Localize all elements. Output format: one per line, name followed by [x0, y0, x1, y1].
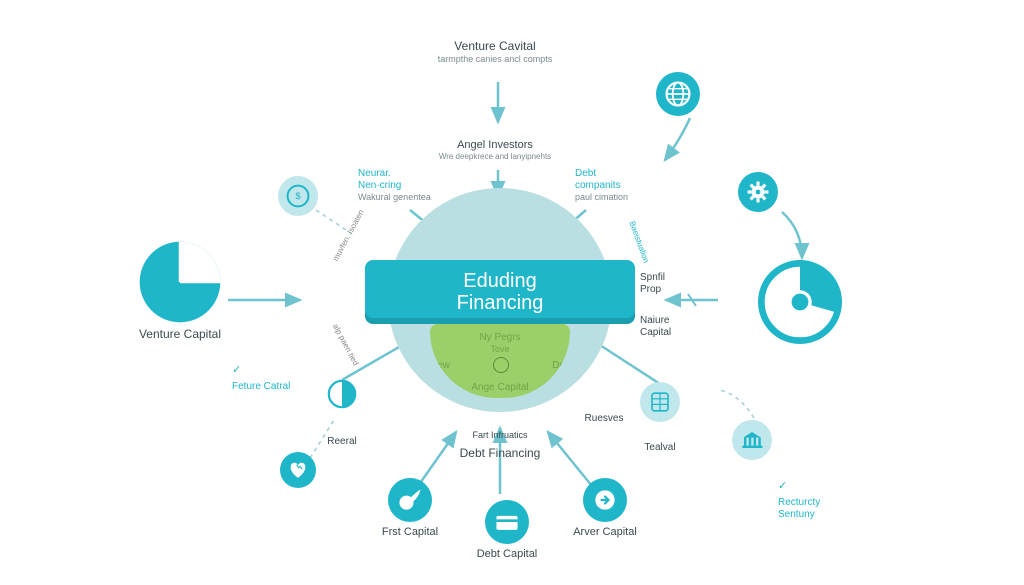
- side-text-right-mid-2: Naiure Capital: [640, 315, 671, 339]
- top-venture-capital-label: Venture Cavital tarmpthe canies ancl com…: [435, 36, 555, 65]
- top-angel-investors-label: Angel Investors Wre deepkrece and lanyip…: [435, 135, 555, 162]
- center-banner: Eduding Financing: [365, 260, 635, 324]
- rot-1-t: alp paen tied: [331, 322, 360, 367]
- node-label: Venture Capital: [120, 328, 240, 341]
- side-text-right-top: Debt companits paul cimation: [575, 168, 628, 203]
- arrow-circle-icon: [583, 478, 627, 522]
- check-icon: ✓: [232, 364, 241, 377]
- side-text-right-mid-1: Spnfil Prop: [640, 272, 665, 296]
- st-rt-2: companits: [575, 180, 628, 192]
- node-pie-large-left: Venture Capital: [120, 240, 240, 341]
- rotated-text-1: alp paen tied: [331, 322, 360, 367]
- side-text-right-anno: Baeistualion: [627, 220, 651, 264]
- st-rt-1: Debt: [575, 168, 628, 180]
- st-rm1-2: Prop: [640, 284, 665, 296]
- halfmoon-icon: [320, 372, 364, 416]
- st-lt-3: Wakural genentea: [358, 192, 431, 203]
- st-lt-2: Nen·cring: [358, 180, 431, 192]
- center-title-1: Eduding: [463, 270, 536, 292]
- node-gear: [698, 172, 818, 212]
- center-title-2: Financing: [457, 292, 544, 314]
- node-coin-small: $: [238, 176, 358, 216]
- node-label: Debt Capital: [447, 548, 567, 560]
- gear-icon: [738, 172, 778, 212]
- leaf-icon: [388, 478, 432, 522]
- angel-subtitle: Wre deepkrece and lanyipnehts: [435, 153, 555, 162]
- node-donut-large: [740, 260, 860, 344]
- st-rt-3: paul cimation: [575, 192, 628, 203]
- check-note-right: ✓ Recturcty Sentuny: [778, 480, 848, 521]
- vc-title: Venture Cavital: [435, 40, 555, 53]
- node-arver-capital: Arver Capital: [545, 478, 665, 538]
- fart-text: Fart Infruatics: [430, 430, 570, 440]
- bottom-label-debt-financing: Debt Financing: [420, 446, 580, 460]
- vc-subtitle: tarmpthe canies ancl compts: [435, 55, 555, 65]
- bank-icon: [732, 420, 772, 460]
- globe-icon: [656, 72, 700, 116]
- heart-icon: [280, 452, 316, 488]
- st-lt-1: Neurar.: [358, 168, 431, 180]
- inner-ring-icon: [493, 357, 509, 373]
- donut-large-icon: [758, 260, 842, 344]
- angel-title: Angel Investors: [435, 139, 555, 151]
- st-ra: Baeistualion: [628, 220, 651, 264]
- debtfin-text: Debt Financing: [420, 446, 580, 460]
- coin-icon: $: [278, 176, 318, 216]
- card-icon: [485, 500, 529, 544]
- rot-0-t: muvfen. Isoaten: [331, 208, 366, 262]
- node-globe: [618, 72, 738, 116]
- rotated-text-0: muvfen. Isoaten: [331, 208, 366, 262]
- st-rm1-1: Spnfil: [640, 272, 665, 284]
- inner-mid-label: Tove: [430, 344, 570, 354]
- check-icon: ✓: [778, 480, 787, 493]
- node-label: Arver Capital: [545, 526, 665, 538]
- node-label: Reeral: [282, 436, 402, 447]
- check-note-right-text: Recturcty Sentuny: [778, 497, 848, 521]
- bottom-label-small: Fart Infruatics: [430, 430, 570, 440]
- grid-icon: [640, 382, 680, 422]
- pie-large-icon: [138, 240, 222, 324]
- st-rm2-2: Capital: [640, 327, 671, 339]
- node-half-moon: Reeral: [282, 372, 402, 447]
- financing-diagram: Eduding Financing Ny Pegrs Tove New Delf…: [0, 0, 1024, 585]
- st-rm2-1: Naiure: [640, 315, 671, 327]
- node-bank: [692, 420, 812, 460]
- svg-text:$: $: [295, 191, 301, 202]
- inner-top-label: Ny Pegrs: [430, 332, 570, 343]
- node-heart: [238, 452, 358, 488]
- side-text-left-top: Neurar. Nen·cring Wakural genentea: [358, 168, 431, 203]
